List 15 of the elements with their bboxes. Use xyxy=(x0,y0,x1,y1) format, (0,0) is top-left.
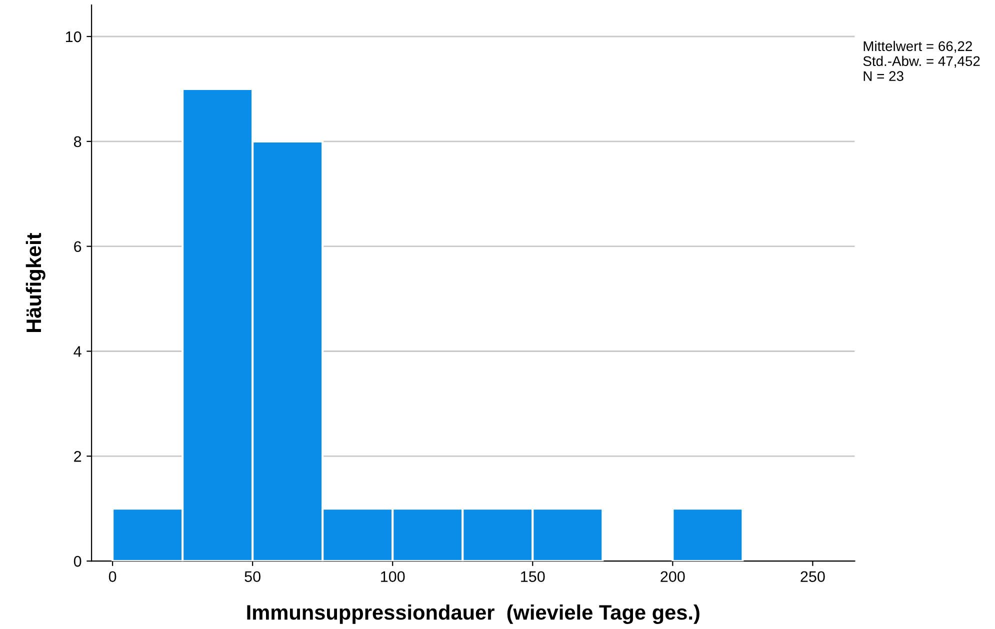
y-tick-label: 6 xyxy=(74,241,82,252)
y-tick-label: 0 xyxy=(74,556,82,567)
x-tick-label: 150 xyxy=(521,571,545,582)
y-tick-label: 10 xyxy=(66,31,82,42)
y-tick-label: 4 xyxy=(74,346,82,357)
y-tick-label: 2 xyxy=(74,451,82,462)
y-axis-title: Häufigkeit xyxy=(26,232,46,332)
text: Mittelwert = 66,22 Std.-Abw. = 47,452 N = 23 xyxy=(863,40,980,82)
x-tick-label: 0 xyxy=(108,571,116,582)
x-axis-title: Immunsuppressiondauer (wieviele Tage ges.) xyxy=(247,604,700,624)
x-tick-label: 100 xyxy=(381,571,405,582)
x-tick-label: 200 xyxy=(660,571,685,582)
y-tick-label: 8 xyxy=(74,136,82,148)
x-tick-label: 250 xyxy=(800,571,825,582)
x-tick-label: 50 xyxy=(244,571,260,582)
